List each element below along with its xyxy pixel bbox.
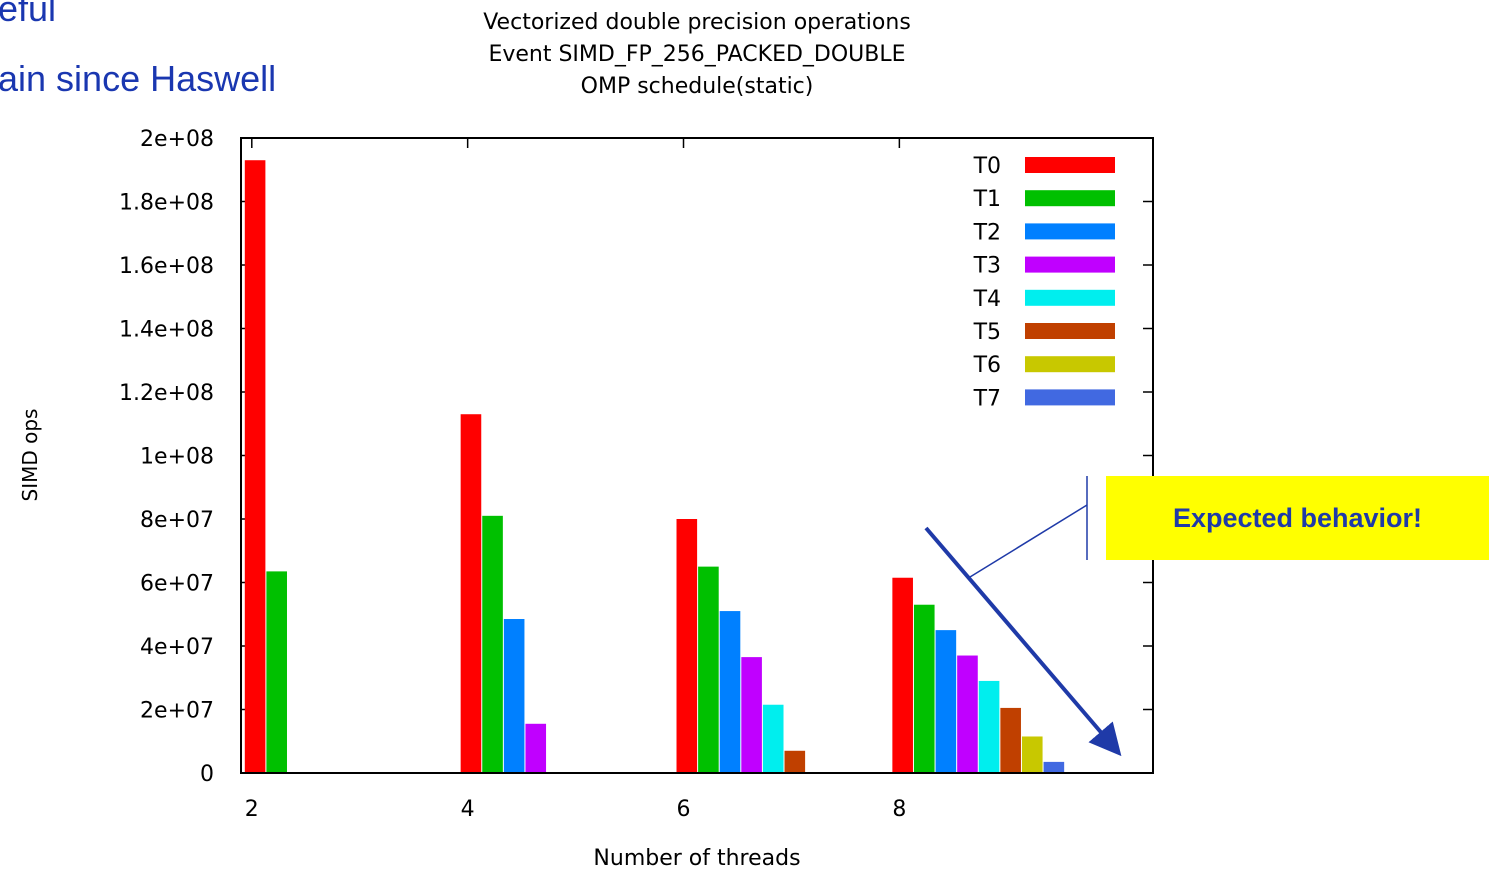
legend-swatch-t2: [1025, 223, 1115, 240]
y-tick-label: 1.2e+08: [119, 381, 214, 406]
chart-title-line: OMP schedule(static): [581, 74, 814, 99]
callout-pointer-line: [969, 504, 1088, 578]
bar-t0-6: [676, 519, 698, 773]
bar-t5-6: [784, 750, 806, 773]
bar-t1-6: [698, 566, 719, 773]
bar-t3-8: [957, 655, 978, 773]
legend-swatch-t7: [1025, 389, 1115, 406]
legend-swatch-t4: [1025, 289, 1115, 306]
y-tick-label: 2e+07: [140, 699, 214, 724]
bar-t5-8: [1000, 707, 1021, 773]
bar-t4-6: [762, 704, 784, 773]
legend-swatch-t6: [1025, 356, 1115, 373]
bar-t0-4: [460, 414, 482, 773]
chart-title: Vectorized double precision operations Ev…: [483, 10, 911, 99]
x-tick-label: 8: [892, 797, 906, 822]
slide-text-line-1: eful: [0, 0, 57, 29]
legend-label-t3: T3: [973, 254, 1001, 279]
legend-swatch-t3: [1025, 256, 1115, 273]
plot-frame: [240, 137, 1154, 774]
bar-t2-4: [503, 619, 525, 773]
legend: T0 T1 T2 T3 T4 T5 T6 T7: [973, 154, 1115, 411]
legend-swatch-t5: [1025, 323, 1115, 339]
callout-box: Expected behavior!: [1106, 476, 1489, 560]
y-tick-label: 1.8e+08: [119, 191, 214, 216]
y-tick-label: 2e+08: [140, 127, 214, 152]
legend-label-t7: T7: [973, 386, 1001, 411]
legend-label-t4: T4: [973, 287, 1001, 312]
legend-label-t1: T1: [973, 187, 1001, 212]
x-tick-label: 2: [245, 797, 259, 822]
bar-t0-2: [244, 160, 266, 774]
bar-t0-8: [892, 577, 913, 773]
chart-title-line: Event SIMD_FP_256_PACKED_DOUBLE: [488, 42, 905, 67]
bar-t2-8: [935, 630, 957, 773]
legend-swatch-t1: [1025, 190, 1115, 207]
legend-label-t0: T0: [973, 154, 1001, 179]
y-tick-label: 4e+07: [140, 635, 214, 660]
bars: [244, 160, 1065, 774]
y-tick-label: 1.6e+08: [119, 254, 214, 279]
bar-t4-8: [978, 680, 1000, 773]
y-tick-label: 1e+08: [140, 445, 214, 470]
bar-t3-4: [525, 723, 547, 773]
y-tick-label: 8e+07: [140, 508, 214, 533]
legend-label-t2: T2: [973, 220, 1001, 245]
bar-t1-8: [913, 604, 935, 773]
legend-label-t5: T5: [973, 320, 1001, 345]
y-tick-label: 6e+07: [140, 572, 214, 597]
trend-arrow: [924, 526, 1122, 757]
y-axis-label: SIMD ops: [18, 409, 42, 502]
y-axis-label-text: SIMD ops: [18, 409, 42, 502]
legend-swatch-t0: [1025, 157, 1115, 173]
bar-t3-6: [741, 657, 762, 773]
x-axis-ticks: 2 4 6 8: [245, 138, 906, 822]
x-axis-label: Number of threads: [593, 846, 800, 869]
callout-annotation: [924, 476, 1122, 757]
bar-t2-6: [719, 611, 741, 773]
bar-t1-2: [266, 571, 287, 773]
chart-title-line: Vectorized double precision operations: [483, 10, 911, 35]
bar-t6-8: [1021, 736, 1043, 773]
slide-text-line-2: ain since Haswell: [0, 58, 277, 99]
y-tick-label: 1.4e+08: [119, 318, 214, 343]
legend-label-t6: T6: [973, 353, 1001, 378]
y-tick-label: 0: [200, 762, 214, 787]
x-tick-label: 4: [461, 797, 475, 822]
bar-t7-8: [1043, 761, 1065, 773]
y-axis-ticks: 0 2e+07 4e+07 6e+07 8e+07 1e+08 1.2e+08 1.4e+08…: [119, 127, 1153, 787]
bar-t1-4: [482, 515, 503, 773]
x-tick-label: 6: [677, 797, 691, 822]
